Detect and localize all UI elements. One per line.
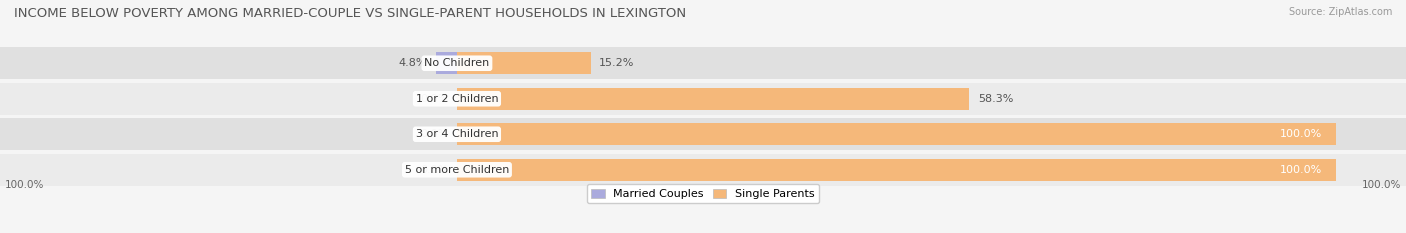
Text: 4.8%: 4.8% bbox=[398, 58, 427, 68]
Bar bbox=[0, 83, 1406, 115]
Text: 5 or more Children: 5 or more Children bbox=[405, 165, 509, 175]
Text: 0.0%: 0.0% bbox=[420, 165, 449, 175]
Text: 0.0%: 0.0% bbox=[420, 94, 449, 104]
Bar bbox=[457, 123, 1336, 145]
Text: 0.0%: 0.0% bbox=[420, 129, 449, 139]
Text: 100.0%: 100.0% bbox=[4, 180, 44, 190]
Legend: Married Couples, Single Parents: Married Couples, Single Parents bbox=[586, 184, 820, 203]
Bar bbox=[436, 52, 457, 74]
Text: No Children: No Children bbox=[425, 58, 489, 68]
Text: 1 or 2 Children: 1 or 2 Children bbox=[416, 94, 498, 104]
Text: 100.0%: 100.0% bbox=[1362, 180, 1402, 190]
Bar bbox=[457, 88, 969, 110]
Text: INCOME BELOW POVERTY AMONG MARRIED-COUPLE VS SINGLE-PARENT HOUSEHOLDS IN LEXINGT: INCOME BELOW POVERTY AMONG MARRIED-COUPL… bbox=[14, 7, 686, 20]
Text: Source: ZipAtlas.com: Source: ZipAtlas.com bbox=[1288, 7, 1392, 17]
Bar bbox=[0, 118, 1406, 150]
Text: 58.3%: 58.3% bbox=[979, 94, 1014, 104]
Text: 3 or 4 Children: 3 or 4 Children bbox=[416, 129, 498, 139]
Text: 100.0%: 100.0% bbox=[1281, 129, 1323, 139]
Text: 100.0%: 100.0% bbox=[1281, 165, 1323, 175]
Text: 15.2%: 15.2% bbox=[599, 58, 634, 68]
Bar bbox=[457, 159, 1336, 181]
Bar bbox=[0, 47, 1406, 79]
Bar bbox=[457, 52, 591, 74]
Bar bbox=[0, 154, 1406, 186]
